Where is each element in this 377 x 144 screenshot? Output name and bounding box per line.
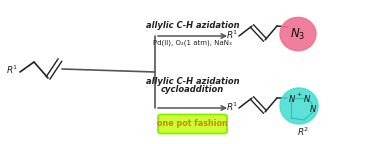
Text: $R^1$: $R^1$ bbox=[225, 101, 238, 113]
Text: $+$: $+$ bbox=[296, 90, 303, 98]
Text: $N$: $N$ bbox=[303, 92, 311, 104]
Text: allylic C-H azidation: allylic C-H azidation bbox=[146, 77, 239, 86]
Ellipse shape bbox=[280, 88, 318, 124]
Text: $R^2$: $R^2$ bbox=[297, 126, 309, 138]
Text: $R^1$: $R^1$ bbox=[225, 29, 238, 41]
Text: $N_3$: $N_3$ bbox=[290, 26, 306, 42]
Text: allylic C-H azidation: allylic C-H azidation bbox=[146, 21, 239, 30]
Text: $N$: $N$ bbox=[309, 103, 317, 113]
Text: $R^1$: $R^1$ bbox=[6, 64, 18, 76]
Text: one pot fashion: one pot fashion bbox=[157, 120, 228, 128]
Text: Pd(II), O₂(1 atm), NaN₃: Pd(II), O₂(1 atm), NaN₃ bbox=[153, 40, 232, 47]
FancyBboxPatch shape bbox=[158, 114, 227, 133]
Ellipse shape bbox=[280, 17, 316, 51]
Text: cycloaddition: cycloaddition bbox=[161, 85, 224, 94]
Text: $N$: $N$ bbox=[288, 92, 296, 104]
